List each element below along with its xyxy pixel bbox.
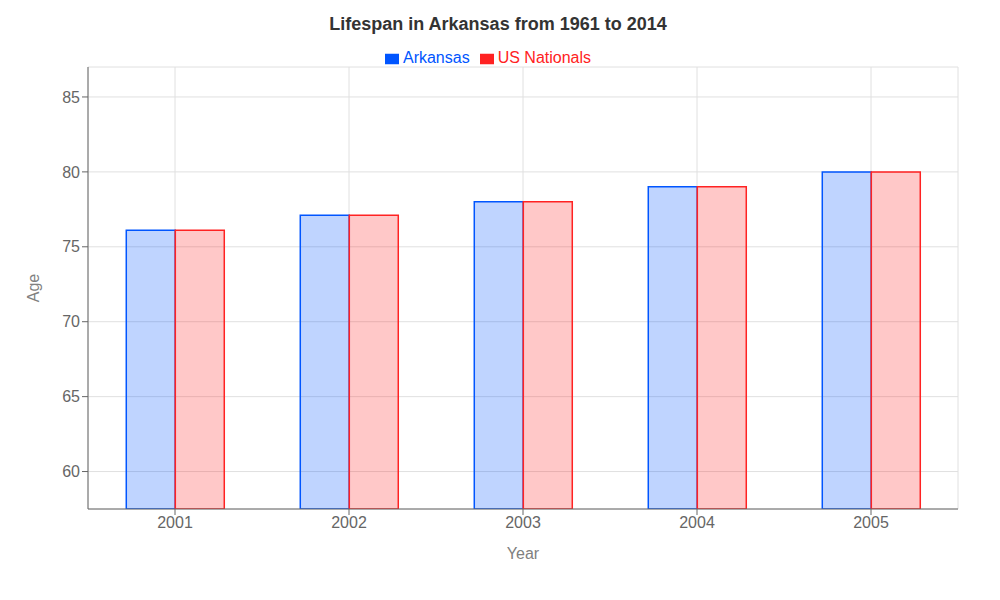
html-text:Lifespan in Arkansas from 1961: Lifespan in Arkansas from 1961 to 2014 (329, 14, 667, 34)
svg-text:2005: 2005 (853, 514, 889, 531)
svg-text:2004: 2004 (679, 514, 715, 531)
svg-text:2001: 2001 (157, 514, 193, 531)
svg-text:Year: Year (507, 545, 540, 562)
svg-text:60: 60 (62, 463, 80, 480)
svg-text:2002: 2002 (331, 514, 367, 531)
svg-text:70: 70 (62, 313, 80, 330)
html-text:US Nationals: US Nationals (497, 49, 591, 66)
svg-text:2003: 2003 (505, 514, 541, 531)
svg-text:Age: Age (25, 274, 42, 303)
svg-text:85: 85 (62, 89, 80, 106)
svg-text:65: 65 (62, 388, 80, 405)
html-text:Arkansas: Arkansas (403, 49, 470, 66)
svg-text:75: 75 (62, 238, 80, 255)
svg-text:80: 80 (62, 164, 80, 181)
